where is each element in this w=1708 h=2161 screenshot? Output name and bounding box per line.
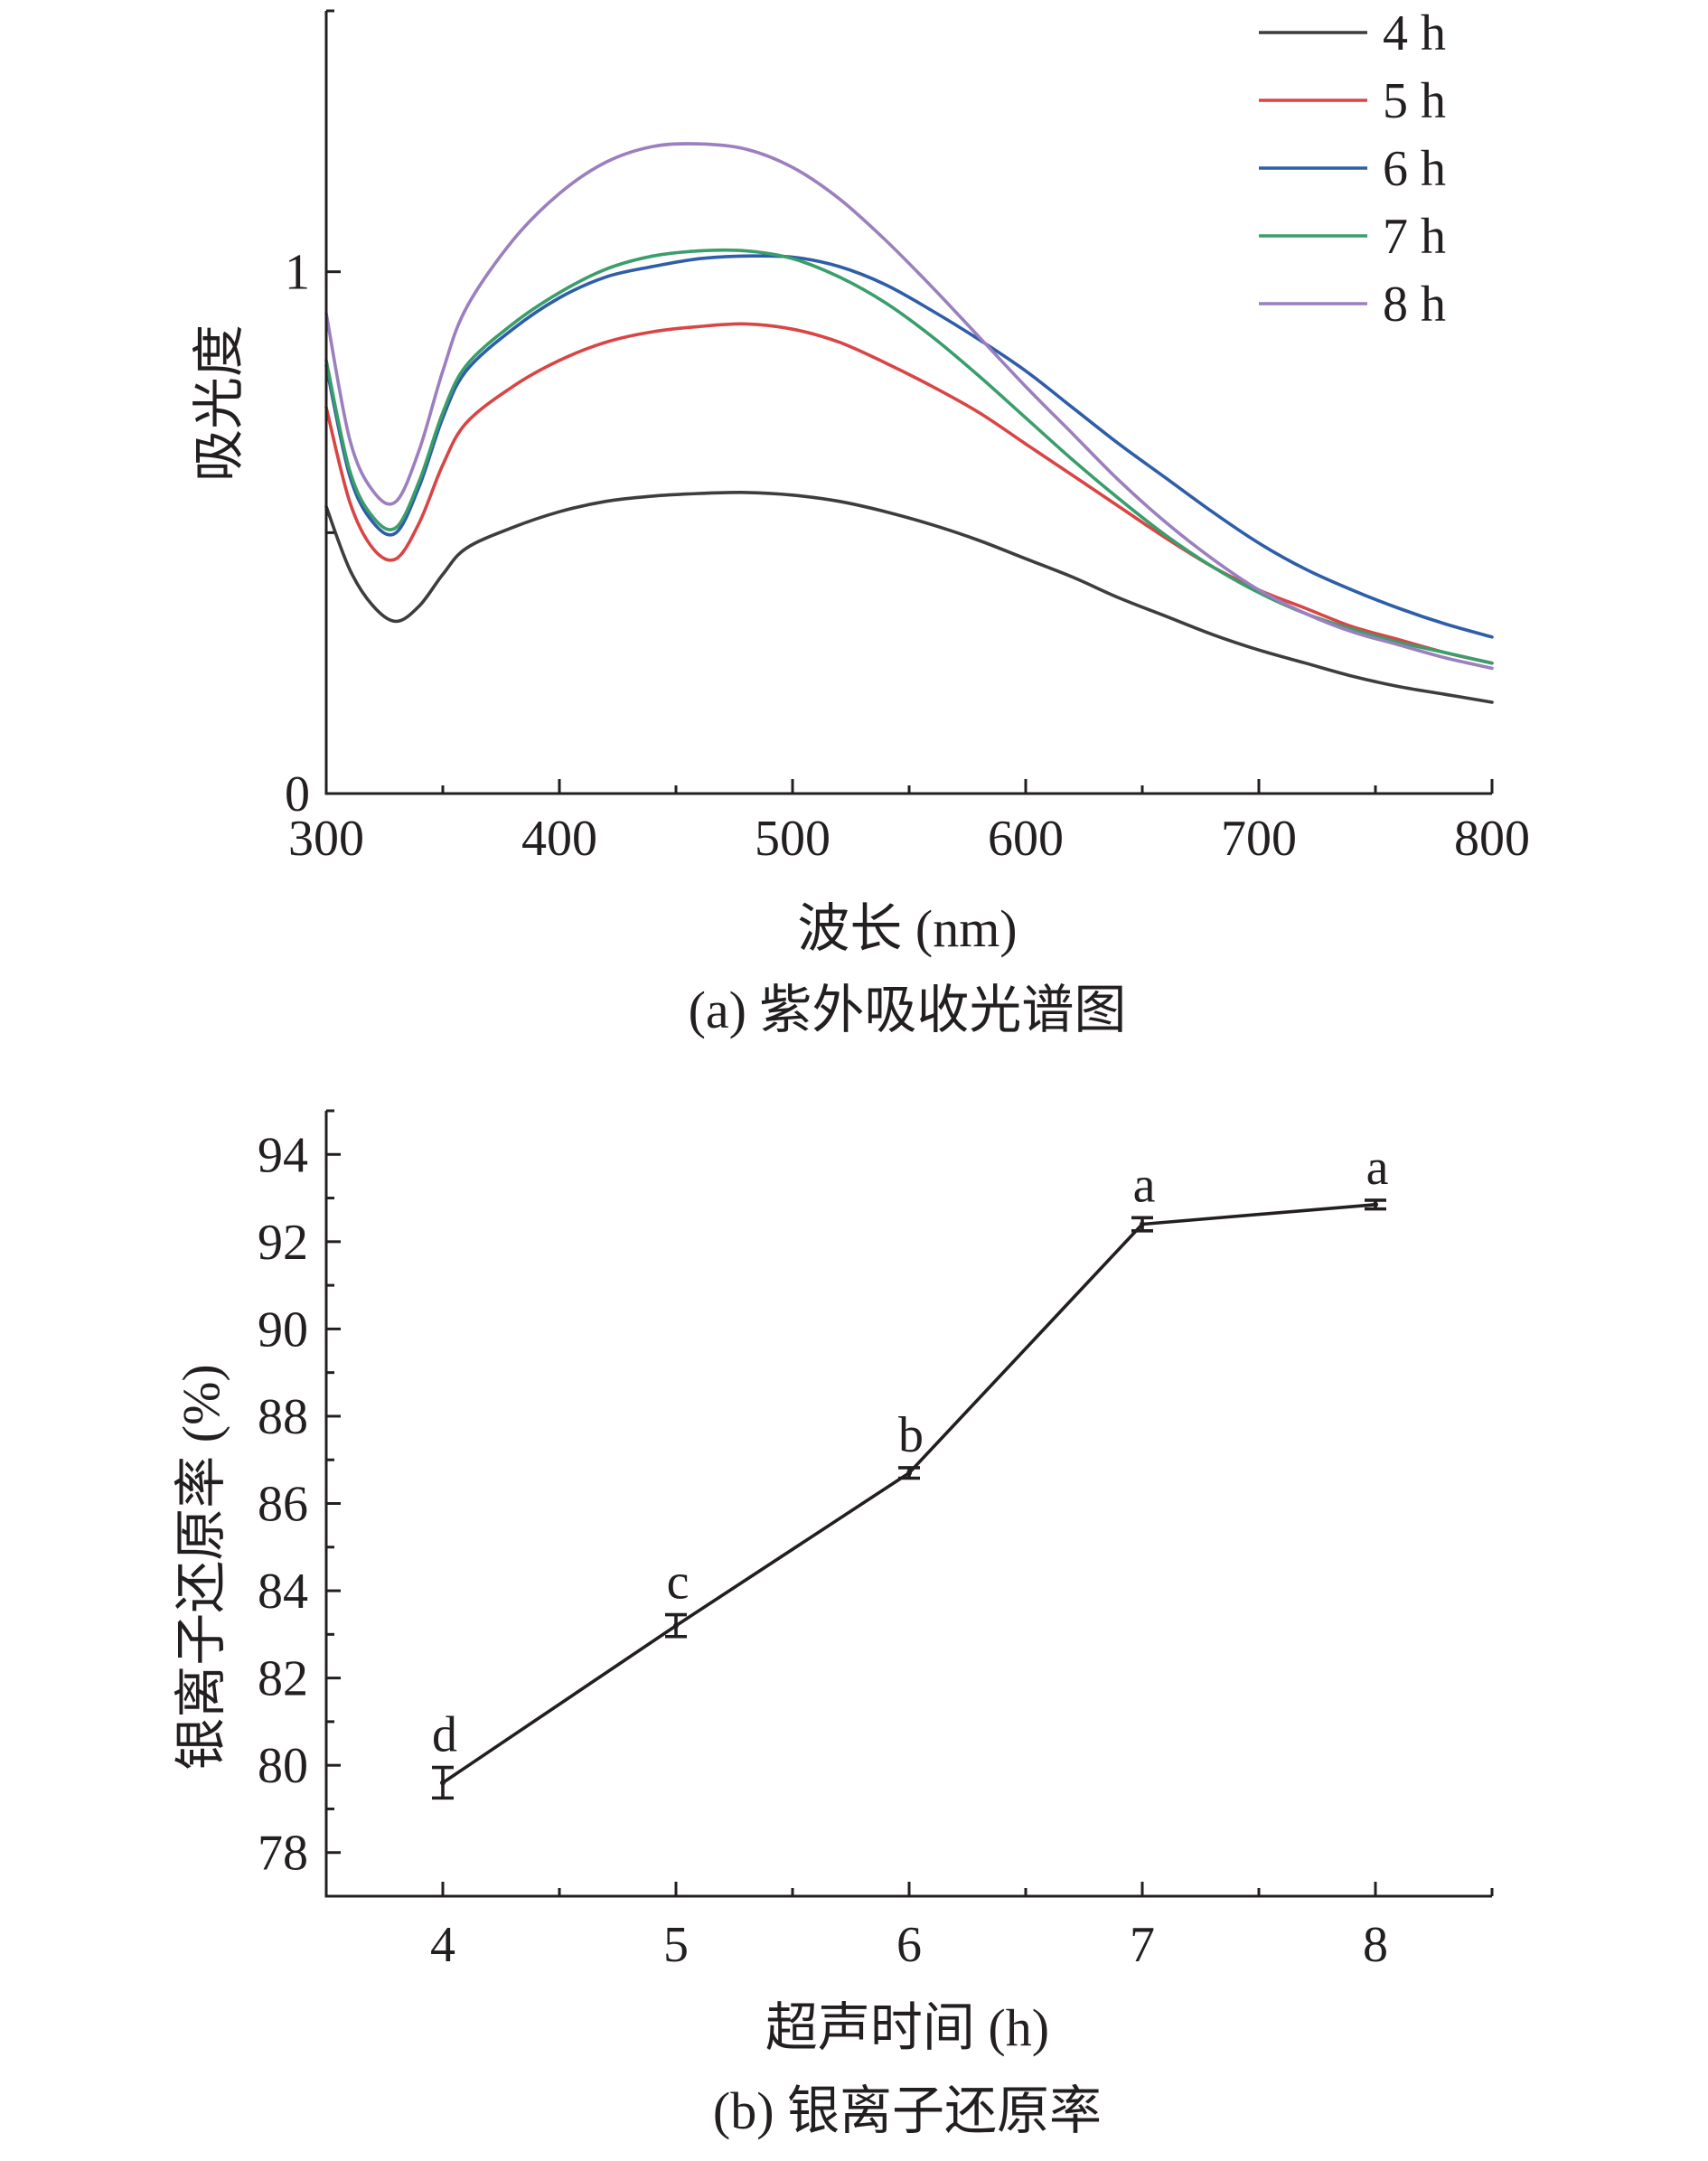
- x-tick-label: 400: [521, 811, 597, 867]
- significance-label: b: [898, 1407, 924, 1463]
- series-line-4h: [324, 491, 1494, 704]
- y-tick-label: 84: [258, 1564, 308, 1620]
- chart-a-x-axis-label: 波长 (nm): [797, 899, 1017, 958]
- significance-label: a: [1366, 1140, 1389, 1196]
- y-tick-label: 0: [285, 766, 310, 822]
- data-point: [1140, 1221, 1145, 1227]
- data-point: [1373, 1201, 1378, 1207]
- chart-b-plot-area: d c b a a: [432, 1140, 1389, 1800]
- chart-a-legend: 4 h 5 h 6 h 7 h 8 h: [1259, 5, 1446, 333]
- x-tick-label: 4: [430, 1917, 455, 1973]
- chart-b-y-ticks: 78 80 82 84 86 88 90 92 94: [258, 1109, 341, 1898]
- legend-label: 8 h: [1383, 277, 1446, 333]
- chart-a-uv-spectrum: 300 400 500 600 700 800 01 4 h5 h6 h7 h8 h 吸光…: [190, 5, 1530, 1039]
- y-tick-label: 94: [258, 1127, 308, 1183]
- significance-label: d: [432, 1707, 457, 1763]
- legend-label: 6 h: [1383, 141, 1446, 197]
- y-tick-label: 80: [258, 1738, 308, 1794]
- series-line-6h: [324, 254, 1494, 639]
- y-tick-label: 82: [258, 1651, 308, 1707]
- chart-a-caption: (a) 紫外吸收光谱图: [689, 981, 1127, 1039]
- chart-a-y-axis-label: 吸光度: [190, 324, 249, 482]
- y-tick-label: 90: [258, 1301, 308, 1358]
- significance-label: c: [667, 1555, 690, 1611]
- chart-b-caption: (b) 银离子还原率: [713, 2081, 1102, 2140]
- legend-label: 4 h: [1383, 5, 1446, 61]
- x-tick-label: 5: [663, 1917, 689, 1973]
- x-tick-label: 600: [988, 811, 1064, 867]
- chart-a-x-ticks: 300 400 500 600 700 800: [288, 779, 1530, 867]
- legend-label: 7 h: [1383, 209, 1446, 265]
- x-tick-label: 500: [755, 811, 831, 867]
- chart-a-y-ticks: 01: [285, 9, 341, 822]
- series-line: [441, 1203, 1376, 1784]
- chart-b-axes: [324, 1111, 1492, 1898]
- x-tick-label: 800: [1454, 811, 1530, 867]
- x-tick-label: 700: [1221, 811, 1297, 867]
- chart-b-y-axis-label: 银离子还原率 (%): [172, 1364, 230, 1770]
- chart-a-plot-area: [324, 142, 1494, 704]
- x-tick-label: 300: [288, 811, 364, 867]
- data-point: [440, 1780, 446, 1786]
- data-point: [673, 1622, 679, 1629]
- significance-label: a: [1133, 1157, 1156, 1213]
- y-tick-label: 78: [258, 1826, 308, 1882]
- legend-label: 5 h: [1383, 73, 1446, 129]
- chart-b-x-ticks: 4 5 6 7 8: [324, 1882, 1494, 1973]
- series-line-8h: [324, 142, 1494, 671]
- y-tick-label: 1: [285, 245, 310, 301]
- y-tick-label: 86: [258, 1477, 308, 1533]
- chart-a-axes: [324, 11, 1492, 795]
- x-tick-label: 8: [1363, 1917, 1388, 1973]
- x-tick-label: 7: [1130, 1917, 1155, 1973]
- x-tick-label: 6: [896, 1917, 922, 1973]
- series-line-7h: [324, 248, 1494, 665]
- data-point: [906, 1470, 912, 1476]
- series-line-5h: [324, 322, 1494, 665]
- y-tick-label: 92: [258, 1215, 308, 1271]
- chart-b-x-axis-label: 超声时间 (h): [765, 1998, 1049, 2057]
- y-tick-label: 88: [258, 1389, 308, 1445]
